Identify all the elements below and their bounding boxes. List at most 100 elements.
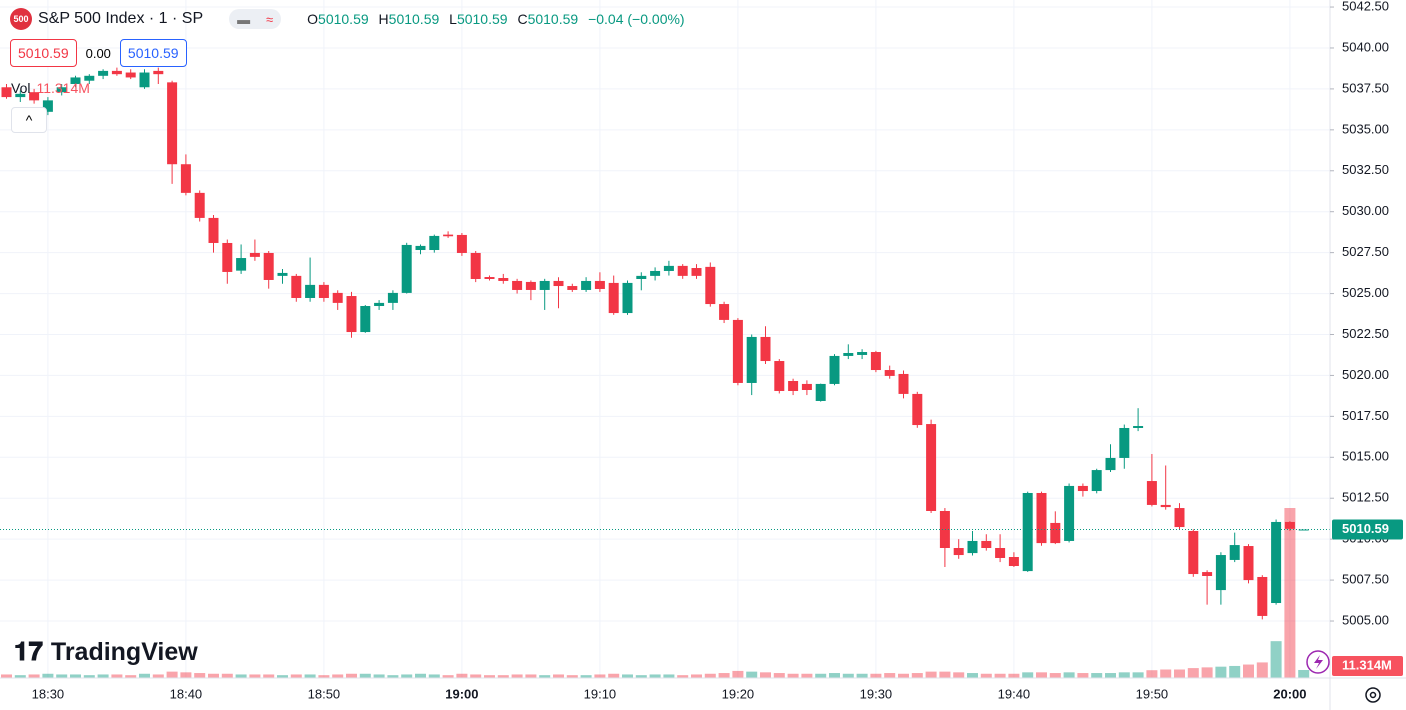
volume-bar [125, 675, 137, 678]
y-tick-label: 5035.00 [1342, 121, 1389, 136]
candle-body [111, 70, 122, 75]
legend-header: 500 S&P 500 Index · 1 · SP ▬ ≈ O5010.59 H… [10, 8, 685, 30]
volume-bar [1174, 669, 1185, 678]
grid [0, 0, 1330, 678]
alert-bolt [1314, 655, 1323, 669]
candle-body [594, 280, 605, 289]
h-value: 5010.59 [388, 11, 440, 27]
volume-bar [1049, 673, 1061, 678]
volume-bar [1270, 641, 1282, 678]
y-tick-label: 5037.50 [1342, 80, 1389, 95]
volume-bar [1256, 662, 1268, 678]
volume-bar [773, 673, 785, 678]
volume-bar [111, 674, 123, 678]
candle-body [1050, 522, 1061, 544]
candle-body [1146, 481, 1157, 505]
candle-body [788, 380, 799, 391]
volume-bar [649, 674, 661, 678]
volume-bar [139, 673, 150, 678]
volume-bar [691, 674, 702, 678]
volume-bar [304, 674, 316, 678]
volume-bar [1077, 673, 1089, 678]
candle-body [277, 272, 288, 276]
candle-body [1119, 427, 1130, 458]
y-tick-label: 5030.00 [1342, 203, 1389, 218]
c-value: 5010.59 [527, 11, 579, 27]
ohlc: O5010.59 H5010.59 L5010.59 C5010.59 −0.0… [301, 11, 684, 27]
candle-body [1160, 504, 1171, 508]
volume-bar [42, 673, 54, 678]
y-tick-label: 5015.00 [1342, 449, 1389, 464]
candle-body [512, 280, 523, 290]
candle-body [456, 234, 467, 253]
settings-icon[interactable] [1365, 687, 1381, 703]
candle-body [774, 361, 785, 391]
volume-bar [580, 675, 592, 678]
vol-title: Vol [11, 80, 31, 96]
symbol-title[interactable]: S&P 500 Index · 1 · SP [38, 10, 204, 27]
candle-body [222, 242, 233, 272]
candle-body [236, 258, 247, 271]
y-tick-label: 5032.50 [1342, 162, 1389, 177]
volume-bar [884, 673, 896, 678]
candle-body [760, 336, 771, 362]
x-tick-label: 19:40 [998, 686, 1031, 701]
change: −0.04 (−0.00%) [588, 11, 685, 27]
legend-toggle[interactable]: ▬ ≈ [229, 9, 282, 29]
y-tick-label: 5012.50 [1342, 490, 1389, 505]
candle-body [167, 82, 178, 165]
x-tick-label: 18:40 [170, 686, 203, 701]
candle-body [1271, 521, 1282, 604]
volume-bar [415, 673, 426, 678]
volume-bar [442, 675, 454, 678]
candle-body [387, 292, 398, 303]
candle-body [305, 284, 316, 298]
volume-bar [608, 673, 620, 678]
volume-bar [635, 675, 647, 678]
candle-body [1022, 492, 1033, 572]
candle-body [843, 352, 854, 356]
candle-body [1036, 492, 1047, 544]
volume-bar [1091, 673, 1103, 678]
y-tick-label: 5005.00 [1342, 612, 1389, 627]
settings-icon-dot [1369, 691, 1377, 699]
candle-body [1133, 426, 1144, 428]
brand-logo: 𝟏𝟕 TradingView [14, 636, 198, 668]
volume-bar [732, 670, 744, 678]
candle-body [1077, 485, 1088, 492]
brand-mark: 𝟏𝟕 [14, 636, 43, 666]
sell-box[interactable]: 5010.59 [10, 39, 77, 67]
candle-body [857, 352, 868, 355]
candle-body [663, 265, 674, 271]
volume-bar [911, 673, 923, 678]
buy-box[interactable]: 5010.59 [119, 39, 187, 67]
volume-bar [152, 674, 164, 678]
candle-body [1105, 457, 1116, 471]
candle-body [1188, 530, 1199, 575]
candle-body [539, 280, 550, 290]
volume-bar [760, 672, 771, 678]
x-tick-label: 18:50 [308, 686, 341, 701]
volume-bar [994, 673, 1006, 678]
volume-bar [898, 673, 909, 678]
candle-body [677, 265, 688, 276]
candle-body [429, 235, 440, 251]
collapse-button[interactable]: ^ [11, 107, 47, 133]
candle-body [898, 373, 909, 394]
candle-body [622, 282, 633, 314]
volume-label-box [1332, 656, 1403, 676]
y-tick-label: 5040.00 [1342, 39, 1389, 54]
candle-body [263, 252, 274, 280]
volume-bar [387, 675, 399, 678]
brand-text: TradingView [50, 637, 198, 666]
candle-body [56, 87, 67, 93]
candle-body [1, 87, 12, 98]
candle-body [153, 70, 164, 75]
volume-bar [718, 673, 730, 678]
volume-bar [97, 674, 109, 678]
volume-bar [497, 675, 509, 678]
x-tick-label: 20:00 [1273, 686, 1306, 701]
volume-bar [1105, 673, 1116, 678]
volume-bar [1187, 668, 1199, 678]
